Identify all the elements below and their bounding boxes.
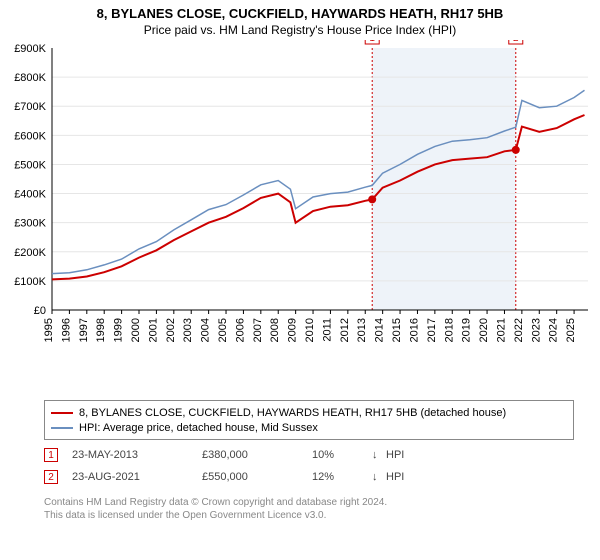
shaded-region: [372, 48, 516, 310]
x-axis-tick-label: 2000: [130, 318, 142, 342]
x-axis-tick-label: 2016: [408, 318, 420, 342]
event-price: £380,000: [202, 449, 312, 461]
event-ref: HPI: [386, 449, 404, 461]
x-axis-tick-label: 2021: [495, 318, 507, 342]
event-number-box: 2: [44, 470, 58, 484]
y-axis-tick-label: £400K: [14, 189, 46, 201]
x-axis-tick-label: 1996: [60, 318, 72, 342]
x-axis-tick-label: 2019: [461, 318, 473, 342]
event-ref: HPI: [386, 471, 404, 483]
legend-swatch: [51, 412, 73, 414]
x-axis-tick-label: 2006: [234, 318, 246, 342]
x-axis-tick-label: 2011: [321, 318, 333, 342]
event-row: 2 23-AUG-2021£550,00012%↓HPI: [44, 466, 574, 488]
x-axis-tick-label: 2023: [530, 318, 542, 342]
x-axis-tick-label: 2002: [165, 318, 177, 342]
x-axis-tick-label: 2010: [304, 318, 316, 342]
event-row: 1 23-MAY-2013£380,00010%↓HPI: [44, 444, 574, 466]
y-axis-tick-label: £900K: [14, 43, 46, 55]
x-axis-tick-label: 2018: [443, 318, 455, 342]
down-arrow-icon: ↓: [372, 471, 386, 483]
x-axis-tick-label: 1995: [43, 318, 55, 342]
legend-swatch: [51, 427, 73, 429]
x-axis-tick-label: 2008: [269, 318, 281, 342]
y-axis-tick-label: £800K: [14, 72, 46, 84]
down-arrow-icon: ↓: [372, 449, 386, 461]
x-axis-tick-label: 2007: [252, 318, 264, 342]
event-marker-label: 1: [369, 40, 375, 44]
data-point: [512, 146, 520, 154]
x-axis-tick-label: 2014: [374, 318, 386, 342]
x-axis-tick-label: 2025: [565, 318, 577, 342]
chart-area: £0 £100K £200K £300K £400K £500K £600K £700K £80…: [0, 40, 600, 380]
x-axis-tick-label: 2012: [339, 318, 351, 342]
y-axis-tick-label: £100K: [14, 276, 46, 288]
x-axis-tick-label: 2017: [426, 318, 438, 342]
event-number-box: 1: [44, 448, 58, 462]
footer-line: This data is licensed under the Open Gov…: [44, 509, 574, 522]
y-axis-tick-label: £600K: [14, 130, 46, 142]
footer-attribution: Contains HM Land Registry data © Crown c…: [44, 496, 574, 522]
legend-label: HPI: Average price, detached house, Mid …: [79, 422, 318, 434]
legend-box: 8, BYLANES CLOSE, CUCKFIELD, HAYWARDS HE…: [44, 400, 574, 440]
chart-title: 8, BYLANES CLOSE, CUCKFIELD, HAYWARDS HE…: [0, 0, 600, 21]
x-axis-tick-label: 2013: [356, 318, 368, 342]
event-percent: 12%: [312, 471, 372, 483]
event-date: 23-MAY-2013: [72, 449, 202, 461]
x-axis-tick-label: 2020: [478, 318, 490, 342]
event-date: 23-AUG-2021: [72, 471, 202, 483]
data-point: [368, 195, 376, 203]
x-axis-tick-label: 2001: [147, 318, 159, 342]
x-axis-tick-label: 2005: [217, 318, 229, 342]
x-axis-tick-label: 2004: [200, 318, 212, 342]
event-percent: 10%: [312, 449, 372, 461]
x-axis-tick-label: 2009: [287, 318, 299, 342]
x-axis-tick-label: 2024: [548, 318, 560, 342]
event-marker-label: 2: [513, 40, 519, 44]
y-axis-tick-label: £500K: [14, 159, 46, 171]
footer-line: Contains HM Land Registry data © Crown c…: [44, 496, 574, 509]
y-axis-tick-label: £0: [34, 305, 46, 317]
y-axis-tick-label: £200K: [14, 247, 46, 259]
x-axis-tick-label: 2015: [391, 318, 403, 342]
legend-label: 8, BYLANES CLOSE, CUCKFIELD, HAYWARDS HE…: [79, 407, 506, 419]
legend-row: 8, BYLANES CLOSE, CUCKFIELD, HAYWARDS HE…: [51, 405, 567, 420]
x-axis-tick-label: 1997: [78, 318, 90, 342]
chart-svg: £0 £100K £200K £300K £400K £500K £600K £700K £80…: [0, 40, 600, 380]
legend-row: HPI: Average price, detached house, Mid …: [51, 420, 567, 435]
x-axis-tick-label: 1999: [113, 318, 125, 342]
events-table: 1 23-MAY-2013£380,00010%↓HPI 2 23-AUG-2021£…: [44, 444, 574, 488]
x-axis-tick-label: 2003: [182, 318, 194, 342]
y-axis-tick-label: £700K: [14, 101, 46, 113]
y-axis-tick-label: £300K: [14, 218, 46, 230]
chart-subtitle: Price paid vs. HM Land Registry's House …: [0, 21, 600, 37]
x-axis-tick-label: 1998: [95, 318, 107, 342]
x-axis-tick-label: 2022: [513, 318, 525, 342]
event-price: £550,000: [202, 471, 312, 483]
